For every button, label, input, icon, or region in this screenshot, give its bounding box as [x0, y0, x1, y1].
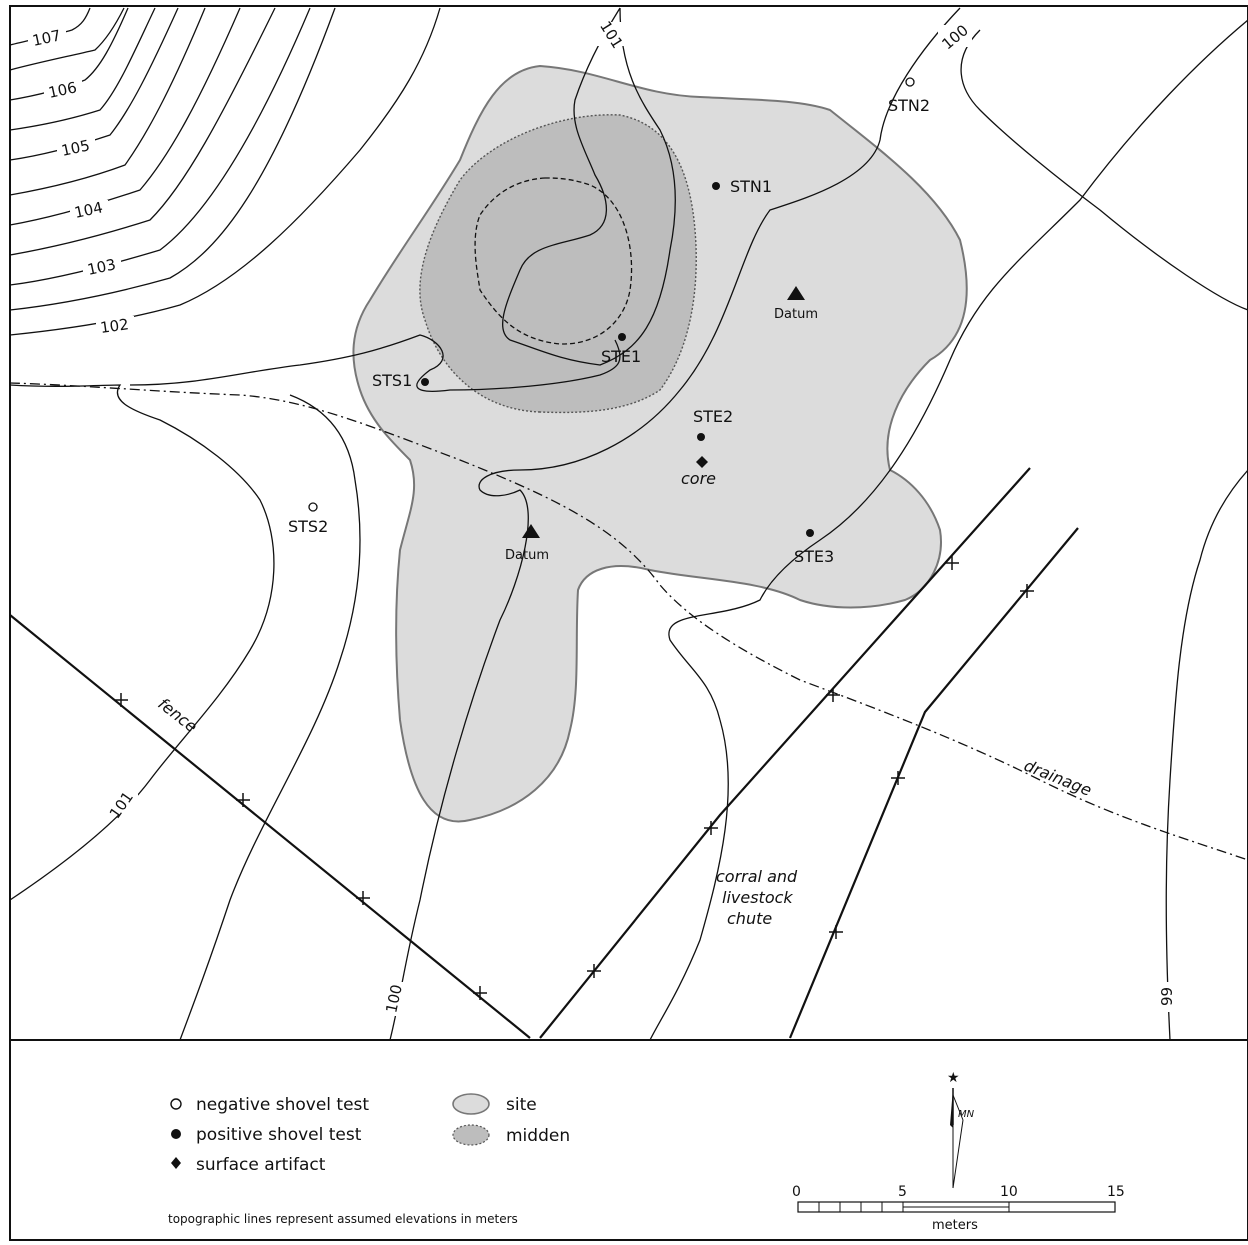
- ste3-label: STE3: [794, 547, 834, 566]
- contour-label-107: 107: [31, 26, 63, 50]
- legend-negative-label: negative shovel test: [196, 1095, 369, 1115]
- legend-site-label: site: [506, 1095, 537, 1115]
- scale-bar: 0 5 10 15 meters: [792, 1184, 1125, 1233]
- sts1-marker: [421, 378, 429, 386]
- contour-106: [9, 7, 129, 101]
- datum-sw-label: Datum: [505, 548, 549, 563]
- contour-east-3: [960, 29, 1248, 311]
- legend-midden-label: midden: [506, 1126, 570, 1146]
- ste2-label: STE2: [693, 407, 733, 426]
- contour-extra-4: [9, 7, 276, 256]
- contour-label-103: 103: [86, 255, 118, 279]
- ste3-marker: [806, 529, 814, 537]
- corral-label-line2: livestock: [722, 888, 793, 907]
- stn2-marker: [905, 77, 915, 87]
- core-artifact-marker: [696, 456, 708, 468]
- contour-extra-3: [9, 7, 206, 196]
- corral-label-line1: corral and: [716, 867, 798, 886]
- shovel-tests: STN1 STN2 STE1 STE2 STE3 STS1 STS2: [288, 77, 930, 566]
- sts1-label: STS1: [372, 371, 412, 390]
- ste1-marker: [618, 333, 626, 341]
- legend-site-symbol: [452, 1093, 490, 1115]
- legend-positive-symbol: [171, 1129, 181, 1139]
- map-frame: [9, 5, 1248, 1241]
- stn1-label: STN1: [730, 177, 772, 196]
- fence-line: [9, 614, 531, 1039]
- legend-positive-label: positive shovel test: [196, 1125, 362, 1145]
- legend-surface-symbol: [171, 1157, 181, 1169]
- contour-103: [9, 7, 311, 286]
- contour-label-104: 104: [73, 198, 105, 222]
- legend: negative shovel test positive shovel tes…: [168, 1093, 570, 1226]
- magnetic-north-label: MN: [958, 1109, 975, 1120]
- corral-fence-1: [539, 467, 1031, 1039]
- stn1-marker: [712, 182, 720, 190]
- contour-102: [9, 7, 441, 336]
- legend-negative-symbol: [170, 1098, 182, 1110]
- scale-tick-15: 15: [1107, 1184, 1125, 1200]
- ste2-marker: [697, 433, 705, 441]
- sts2-marker: [308, 502, 318, 512]
- contour-label-106: 106: [47, 78, 79, 102]
- scale-unit: meters: [932, 1218, 978, 1233]
- contour-east-1: [649, 19, 1248, 1041]
- inner-dashed-contour: [474, 177, 633, 345]
- ste1-label: STE1: [601, 347, 641, 366]
- contour-extra-1: [9, 7, 125, 71]
- contour-label-100-bottom: 100: [382, 983, 406, 1015]
- contour-105: [9, 7, 179, 161]
- contour-label-99: 99: [1158, 987, 1176, 1006]
- contour-100-west: [179, 394, 361, 1041]
- drainage-label: drainage: [1021, 756, 1094, 800]
- contour-extra-2: [9, 7, 156, 131]
- midden-area: [419, 114, 697, 414]
- corral-label-line3: chute: [727, 909, 772, 928]
- scale-tick-5: 5: [898, 1184, 907, 1200]
- legend-surface-label: surface artifact: [196, 1155, 326, 1175]
- scale-tick-10: 10: [1000, 1184, 1018, 1200]
- scale-tick-0: 0: [792, 1184, 801, 1200]
- contour-101-loop: [129, 334, 621, 392]
- contour-104: [9, 7, 241, 226]
- fence-label: fence: [154, 694, 201, 736]
- legend-note: topographic lines represent assumed elev…: [168, 1212, 518, 1226]
- legend-midden-symbol: [452, 1124, 490, 1146]
- contour-100: [389, 7, 961, 1041]
- contour-labels: 107 106 105 104 103 102 101 101 100 100 …: [28, 18, 1177, 1016]
- core-label: core: [681, 469, 716, 488]
- contour-label-102: 102: [99, 315, 130, 337]
- north-arrow: ★ MN: [947, 1070, 975, 1189]
- datum-ne-marker: [787, 286, 805, 300]
- sts2-label: STS2: [288, 517, 328, 536]
- contour-label-105: 105: [60, 136, 92, 160]
- datum-sw-marker: [522, 524, 540, 538]
- fence-posts: [114, 693, 487, 1000]
- contour-extra-5: [9, 7, 336, 311]
- stn2-label: STN2: [888, 96, 930, 115]
- contour-east-2: [1165, 469, 1248, 1041]
- datum-ne-label: Datum: [774, 307, 818, 322]
- corral-posts: [587, 556, 1034, 978]
- contour-101: [9, 7, 676, 901]
- drainage-line: [9, 382, 1248, 861]
- north-star-icon: ★: [947, 1070, 960, 1086]
